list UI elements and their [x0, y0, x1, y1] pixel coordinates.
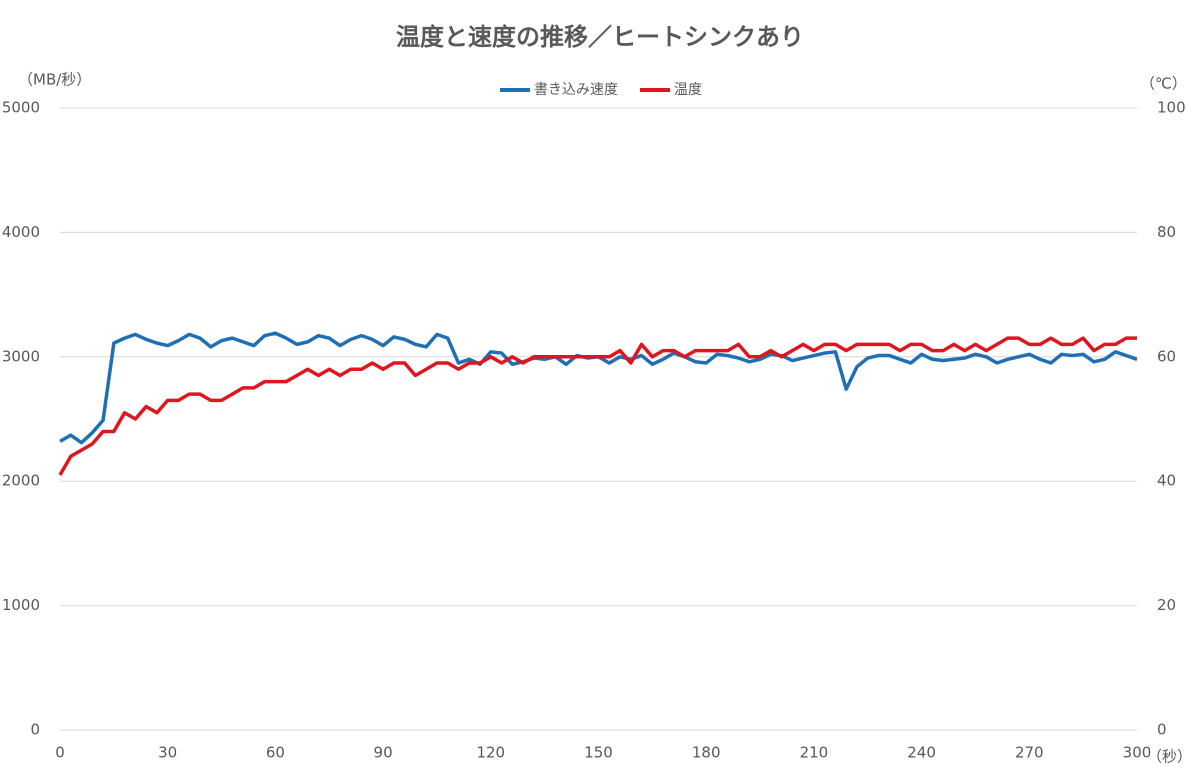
legend-label: 温度	[674, 82, 702, 98]
y2-tick-label: 80	[1157, 223, 1176, 241]
x-tick-label: 150	[584, 744, 613, 762]
x-tick-label: 270	[1015, 744, 1044, 762]
x-tick-label: 120	[476, 744, 505, 762]
x-tick-label: 210	[800, 744, 829, 762]
y2-tick-label: 20	[1157, 596, 1176, 614]
chart-title: 温度と速度の推移／ヒートシンクあり	[396, 23, 804, 51]
y-axis-label: （MB/秒）	[18, 71, 91, 89]
x-tick-label: 240	[907, 744, 936, 762]
x-tick-label: 90	[374, 744, 393, 762]
y2-tick-label: 0	[1157, 721, 1167, 739]
x-tick-label: 180	[692, 744, 721, 762]
y-tick-label: 2000	[2, 472, 40, 490]
y-tick-label: 0	[30, 721, 40, 739]
x-tick-label: 60	[266, 744, 285, 762]
y-tick-label: 5000	[2, 99, 40, 117]
x-axis-label: （秒）	[1147, 748, 1192, 766]
y2-tick-label: 40	[1157, 472, 1176, 490]
legend-label: 書き込み速度	[534, 82, 618, 98]
y-tick-label: 4000	[2, 223, 40, 241]
y-tick-label: 3000	[2, 347, 40, 365]
y-tick-label: 1000	[2, 596, 40, 614]
data-line	[58, 336, 1137, 476]
x-tick-label: 300	[1123, 744, 1152, 762]
y2-axis-label: （℃）	[1140, 75, 1187, 93]
x-tick-label: 30	[158, 744, 177, 762]
y2-tick-label: 60	[1157, 347, 1176, 365]
y2-tick-label: 100	[1157, 99, 1186, 117]
x-tick-label: 0	[55, 744, 65, 762]
